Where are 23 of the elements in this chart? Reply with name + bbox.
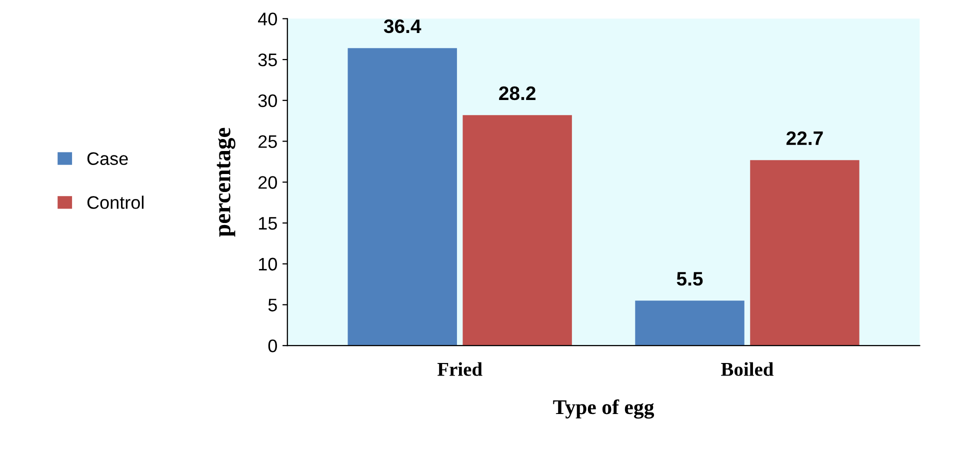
bar <box>462 115 572 346</box>
x-axis-title: Type of egg <box>553 399 654 419</box>
legend-label: Case <box>87 152 128 166</box>
y-tick-label: 25 <box>258 135 277 148</box>
data-label: 22.7 <box>786 131 823 145</box>
x-tick-label: Boiled <box>721 362 774 376</box>
legend-label: Control <box>87 196 144 209</box>
y-axis-title: percentage <box>216 128 236 237</box>
y-tick-label: 20 <box>258 176 277 189</box>
y-tick-label: 15 <box>258 217 277 230</box>
y-tick-label: 10 <box>258 258 277 271</box>
bar <box>750 160 860 346</box>
bar <box>635 300 744 346</box>
y-tick-label: 30 <box>258 94 277 108</box>
y-tick-label: 35 <box>258 53 277 66</box>
y-tick-label: 0 <box>268 340 277 352</box>
y-tick-label: 5 <box>268 298 277 312</box>
bar <box>348 48 457 346</box>
data-label: 36.4 <box>384 19 422 34</box>
x-tick-label: Fried <box>437 362 482 376</box>
y-tick-label: 40 <box>258 12 277 26</box>
data-label: 28.2 <box>499 86 536 100</box>
data-label: 5.5 <box>676 272 703 286</box>
